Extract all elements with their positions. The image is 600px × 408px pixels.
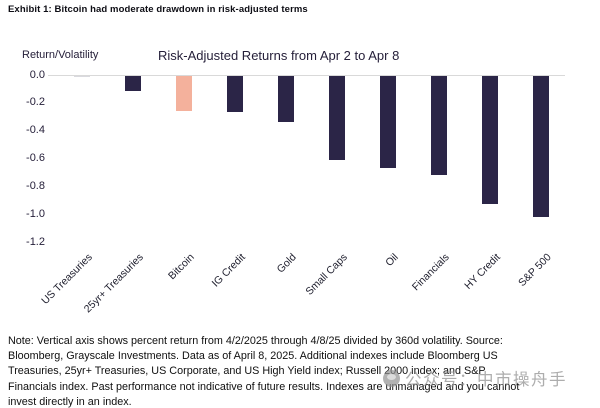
bar-25yr-treasuries (125, 76, 141, 91)
y-tick-label: -1.0 (26, 207, 45, 220)
footnote-line: Treasuries, 25yr+ Treasuries, US Corpora… (8, 365, 486, 378)
bar-hy-credit (482, 76, 498, 204)
footnote-line: Financials index. Past performance not i… (8, 380, 520, 393)
bar-ig-credit (227, 76, 243, 112)
bar-bitcoin (176, 76, 192, 111)
bar-small-caps (329, 76, 345, 160)
chart-title: Risk-Adjusted Returns from Apr 2 to Apr … (158, 48, 400, 63)
y-tick-label: -1.2 (26, 235, 45, 248)
bar-financials (431, 76, 447, 175)
bar-oil (380, 76, 396, 168)
bar-gold (278, 76, 294, 122)
exhibit-title: Exhibit 1: Bitcoin had moderate drawdown… (8, 4, 308, 15)
zero-gridline (48, 75, 565, 76)
footnote: Note: Vertical axis shows percent return… (8, 334, 519, 408)
risk-adjusted-returns-bar-chart: Return/Volatility Risk-Adjusted Returns … (22, 48, 565, 315)
y-tick-label: -0.6 (26, 152, 45, 165)
y-tick-label: -0.8 (26, 179, 45, 192)
y-tick-label: 0.0 (29, 68, 45, 81)
footnote-line: Note: Vertical axis shows percent return… (8, 335, 503, 347)
y-axis-label: Return/Volatility (22, 49, 99, 61)
footnote-line: Bloomberg, Grayscale Investments. Data a… (8, 350, 498, 363)
y-tick-label: -0.4 (26, 124, 45, 137)
bar-us-treasuries (74, 76, 90, 77)
y-tick-label: -0.2 (26, 96, 45, 109)
footnote-line: invest directly in an index. (8, 395, 132, 408)
bar-s-p-500 (533, 76, 549, 217)
